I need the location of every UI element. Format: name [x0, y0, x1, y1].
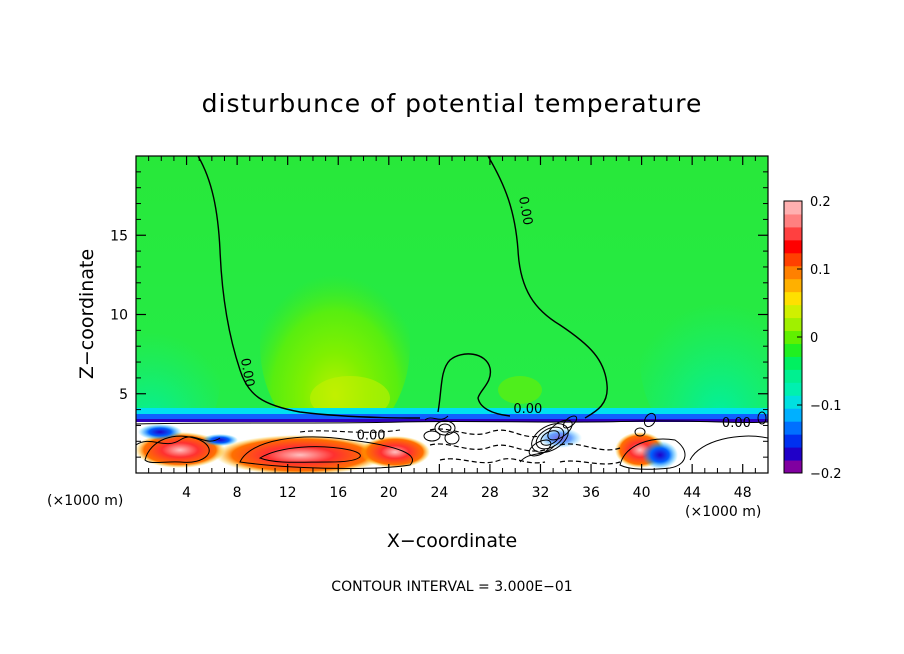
dashed-contour-f [299, 429, 401, 433]
inversion-band-edge [136, 419, 768, 422]
colorbar-segment [784, 239, 802, 254]
y-axis-label: Z−coordinate [76, 249, 98, 379]
colorbar-segment [784, 317, 802, 332]
x-axis-ticks: 4 8 12 16 20 24 28 32 36 40 44 48 [148, 156, 756, 501]
x-tick-label-28: 28 [481, 485, 499, 501]
colorbar-segment [784, 278, 802, 293]
contour-label: 0.00 [237, 357, 257, 388]
contour-zero-left [197, 156, 421, 419]
chart-title: disturbunce of potential temperature [202, 89, 703, 118]
x-axis-unit-right: (×1000 m) [685, 504, 761, 520]
colorbar-segment [784, 330, 802, 344]
eddy-cluster-left [423, 415, 460, 445]
dashed-contour-c [439, 458, 546, 464]
cool-region-right [640, 265, 768, 455]
x-tick-label-20: 20 [380, 485, 398, 501]
colorbar-segment [784, 421, 802, 435]
y-tick-label-15: 15 [110, 228, 128, 244]
colorbar-segment [784, 252, 802, 267]
contour-right-outline-b [689, 435, 768, 461]
contour-zero-lobe [437, 353, 511, 417]
x-tick-label-8: 8 [233, 485, 242, 501]
cold-pool-a [642, 441, 678, 469]
contour-zero-right [487, 156, 608, 419]
contour-label: 0.00 [357, 429, 386, 444]
x-tick-label-4: 4 [182, 485, 191, 501]
contour-hot-outline-b [239, 436, 413, 469]
x-tick-label-12: 12 [279, 485, 297, 501]
inversion-band-light [136, 408, 768, 416]
colorbar-segment [784, 265, 802, 280]
contour-label: 0.00 [722, 416, 751, 431]
contour-label: 0.00 [515, 195, 535, 226]
x-tick-label-36: 36 [582, 485, 600, 501]
colorbar-segment [784, 408, 802, 422]
colorbar-segment [784, 395, 802, 409]
contour-hot-outline-c [258, 446, 361, 463]
plot-area [136, 156, 768, 473]
colorbar-tick-label: 0 [810, 331, 818, 346]
colorbar-tick-label: 0.2 [810, 195, 831, 210]
colorbar-segment [784, 434, 802, 448]
colorbar-segment [784, 226, 802, 241]
contour-right-outline-a [619, 438, 686, 470]
warm-patch-mid [498, 376, 542, 404]
colorbar-segment [784, 343, 802, 357]
y-tick-label-10: 10 [110, 308, 128, 324]
contour-labels: 0.00 0.00 0.00 0.00 0.00 [237, 195, 751, 443]
colorbar-segment [784, 213, 802, 228]
contour-left-wave [136, 436, 221, 446]
x-tick-label-32: 32 [532, 485, 550, 501]
inversion-band-dark [136, 414, 768, 420]
colorbar-tick-label: −0.1 [810, 399, 842, 414]
contour-inversion [136, 420, 768, 425]
colorbar-segment [784, 460, 802, 474]
colorbar-segment [784, 356, 802, 370]
colorbar-segment [784, 304, 802, 319]
x-tick-label-16: 16 [329, 485, 347, 501]
colorbar-segment [784, 291, 802, 306]
colorbar-ticks: 0.2 0.1 0 −0.1 −0.2 [797, 195, 842, 482]
colorbar-segment [784, 382, 802, 396]
hot-spot-main [215, 435, 385, 473]
eddy-cluster-right [634, 411, 767, 437]
y-axis-ticks: 5 10 15 [110, 171, 768, 458]
colorbar-tick-label: −0.2 [810, 467, 842, 482]
colorbar-segment [784, 447, 802, 461]
contour-label: 0.00 [513, 402, 542, 417]
y-tick-label-5: 5 [119, 387, 128, 403]
colorbar-tick-label: 0.1 [810, 263, 831, 278]
x-axis-label: X−coordinate [387, 530, 517, 552]
x-tick-label-44: 44 [683, 485, 701, 501]
contour-interval-note: CONTOUR INTERVAL = 3.000E−01 [331, 579, 572, 595]
eddy-cluster-center [519, 415, 578, 463]
dashed-contour-b [429, 443, 546, 452]
dashed-contour-a [429, 428, 541, 438]
contour-hot-outline-a [144, 435, 210, 464]
colorbar-segment [784, 201, 802, 215]
x-axis-unit-left: (×1000 m) [47, 493, 123, 509]
x-tick-label-24: 24 [430, 485, 448, 501]
colorbar-segment [784, 369, 802, 383]
x-tick-label-40: 40 [633, 485, 651, 501]
cold-pool-b [138, 424, 182, 440]
x-tick-label-48: 48 [734, 485, 752, 501]
cold-pool-c [202, 434, 238, 446]
